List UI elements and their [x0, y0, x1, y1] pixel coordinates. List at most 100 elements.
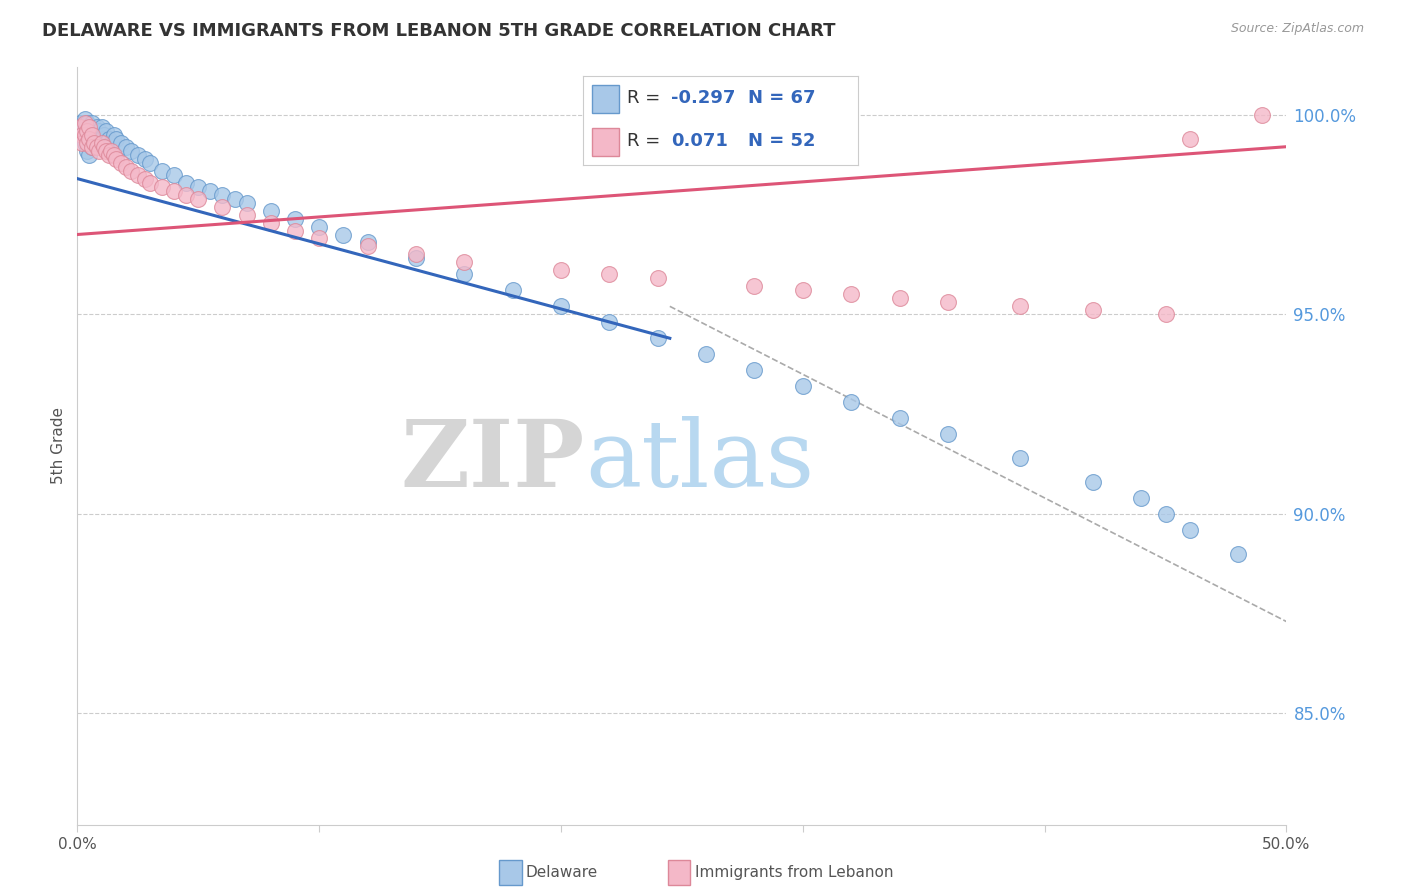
- Text: 0.071: 0.071: [671, 132, 728, 150]
- Point: [356, 239, 378, 253]
- Text: DELAWARE VS IMMIGRANTS FROM LEBANON 5TH GRADE CORRELATION CHART: DELAWARE VS IMMIGRANTS FROM LEBANON 5TH …: [42, 22, 835, 40]
- Point: [76, 128, 98, 142]
- Point: [792, 379, 814, 393]
- Point: [260, 215, 283, 229]
- Point: [308, 231, 330, 245]
- Point: [839, 395, 862, 409]
- Point: [1154, 307, 1177, 321]
- Text: Source: ZipAtlas.com: Source: ZipAtlas.com: [1230, 22, 1364, 36]
- Text: R =: R =: [627, 132, 666, 150]
- Point: [150, 163, 173, 178]
- Point: [211, 200, 233, 214]
- Point: [1227, 547, 1250, 561]
- Point: [79, 120, 101, 134]
- Point: [453, 255, 475, 269]
- Point: [90, 132, 112, 146]
- Point: [103, 128, 125, 142]
- Point: [647, 271, 669, 285]
- Point: [1010, 450, 1032, 465]
- Point: [73, 136, 96, 150]
- Point: [211, 187, 233, 202]
- Point: [224, 192, 246, 206]
- Point: [80, 139, 103, 153]
- Point: [744, 279, 766, 293]
- Point: [120, 144, 142, 158]
- Point: [134, 171, 156, 186]
- Point: [356, 235, 378, 250]
- Point: [332, 227, 354, 242]
- Point: [139, 155, 162, 169]
- Text: N = 67: N = 67: [748, 89, 815, 107]
- Text: Immigrants from Lebanon: Immigrants from Lebanon: [695, 865, 893, 880]
- Point: [284, 211, 307, 226]
- Point: [93, 139, 115, 153]
- Point: [69, 116, 91, 130]
- Point: [308, 219, 330, 234]
- Point: [87, 144, 110, 158]
- Point: [284, 223, 307, 237]
- Point: [187, 179, 209, 194]
- Point: [114, 139, 136, 153]
- Point: [73, 128, 96, 142]
- Point: [80, 116, 103, 130]
- Point: [86, 120, 108, 134]
- Point: [1010, 299, 1032, 313]
- Point: [744, 363, 766, 377]
- Text: N = 52: N = 52: [748, 132, 815, 150]
- Point: [936, 295, 959, 310]
- Point: [97, 147, 120, 161]
- Point: [80, 128, 103, 142]
- Point: [96, 124, 118, 138]
- Point: [163, 184, 186, 198]
- Point: [150, 179, 173, 194]
- Point: [79, 132, 101, 146]
- Point: [110, 136, 132, 150]
- Point: [1251, 108, 1274, 122]
- Point: [839, 287, 862, 301]
- Point: [76, 136, 98, 150]
- Point: [96, 144, 118, 158]
- Point: [90, 136, 112, 150]
- Point: [114, 160, 136, 174]
- Point: [598, 268, 620, 282]
- Point: [163, 168, 186, 182]
- Point: [76, 116, 98, 130]
- Point: [453, 268, 475, 282]
- Point: [86, 132, 108, 146]
- Point: [79, 147, 101, 161]
- Point: [70, 128, 93, 142]
- Point: [79, 120, 101, 134]
- Point: [235, 195, 257, 210]
- Point: [889, 411, 911, 425]
- Y-axis label: 5th Grade: 5th Grade: [51, 408, 66, 484]
- Point: [647, 331, 669, 345]
- Point: [76, 144, 98, 158]
- Point: [174, 176, 197, 190]
- Point: [120, 163, 142, 178]
- Point: [73, 124, 96, 138]
- Point: [598, 315, 620, 329]
- Point: [174, 187, 197, 202]
- Point: [93, 128, 115, 142]
- Point: [83, 136, 105, 150]
- Point: [97, 132, 120, 146]
- Point: [200, 184, 222, 198]
- Point: [103, 147, 125, 161]
- Point: [405, 252, 427, 266]
- Point: [100, 144, 122, 158]
- Point: [1178, 132, 1201, 146]
- Point: [83, 124, 105, 138]
- Point: [127, 147, 149, 161]
- Point: [936, 427, 959, 442]
- Point: [235, 208, 257, 222]
- Point: [87, 124, 110, 138]
- Point: [73, 112, 96, 126]
- Point: [134, 152, 156, 166]
- Point: [70, 128, 93, 142]
- Point: [550, 263, 572, 277]
- Point: [70, 120, 93, 134]
- Text: Delaware: Delaware: [526, 865, 598, 880]
- Point: [1154, 507, 1177, 521]
- Point: [87, 136, 110, 150]
- Point: [502, 284, 524, 298]
